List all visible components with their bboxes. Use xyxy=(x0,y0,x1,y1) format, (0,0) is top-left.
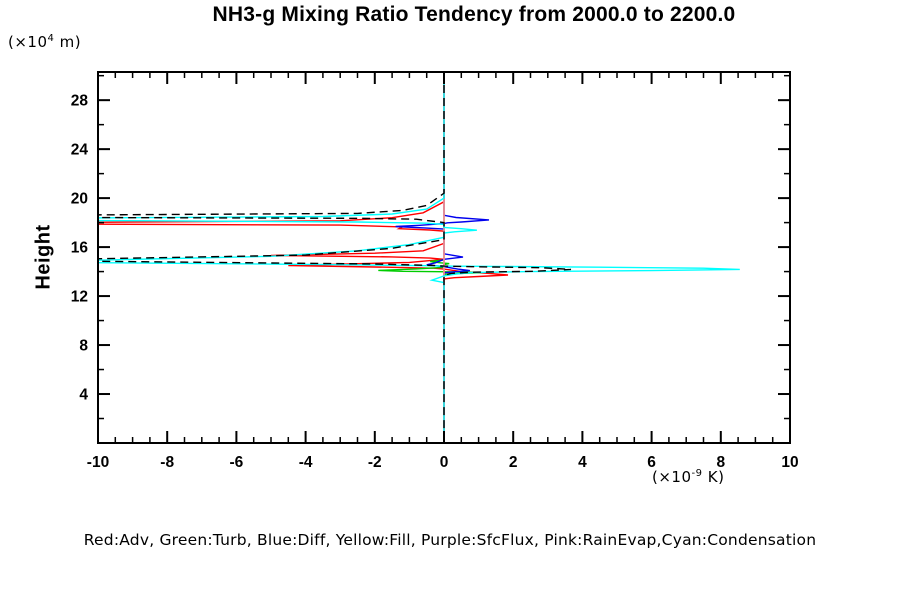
x-tick-label: 4 xyxy=(578,454,587,471)
x-unit-prefix: (×10 xyxy=(652,468,692,486)
x-tick-label: -10 xyxy=(87,454,109,471)
x-unit-exponent: -9 xyxy=(691,468,703,479)
y-tick-label: 28 xyxy=(71,93,89,110)
series-group xyxy=(98,72,740,443)
chart-title: NH3-g Mixing Ratio Tendency from 2000.0 … xyxy=(212,3,736,26)
series-black-line xyxy=(98,72,572,443)
y-tick-label: 16 xyxy=(71,240,89,257)
y-tick-label: 12 xyxy=(71,289,88,306)
x-tick-label: 6 xyxy=(647,454,656,471)
y-unit-suffix: m) xyxy=(54,33,82,51)
x-tick-label: -6 xyxy=(230,454,244,471)
axis-ticks xyxy=(97,72,791,443)
y-tick-label: 8 xyxy=(79,338,88,355)
y-unit-exponent: 4 xyxy=(47,33,55,44)
y-unit-prefix: (×10 xyxy=(8,33,48,51)
x-tick-label: 10 xyxy=(781,454,798,471)
series-blue-line xyxy=(395,72,490,443)
x-unit-suffix: K) xyxy=(702,468,725,486)
series-cyan-line xyxy=(98,72,740,443)
x-tick-label: -2 xyxy=(368,454,382,471)
x-tick-label: 8 xyxy=(716,454,725,471)
x-tick-label: 0 xyxy=(440,454,449,471)
y-tick-label: 20 xyxy=(71,191,88,208)
y-tick-label: 24 xyxy=(71,142,89,159)
legend-text: Red:Adv, Green:Turb, Blue:Diff, Yellow:F… xyxy=(83,531,817,549)
x-tick-label: -4 xyxy=(299,454,313,471)
y-axis-unit-label: (×104 m) xyxy=(8,33,81,51)
x-tick-label: -8 xyxy=(160,454,174,471)
x-tick-label: 2 xyxy=(509,454,518,471)
x-axis-unit-label: (×10-9 K) xyxy=(652,468,724,486)
y-tick-label: 4 xyxy=(79,387,88,404)
